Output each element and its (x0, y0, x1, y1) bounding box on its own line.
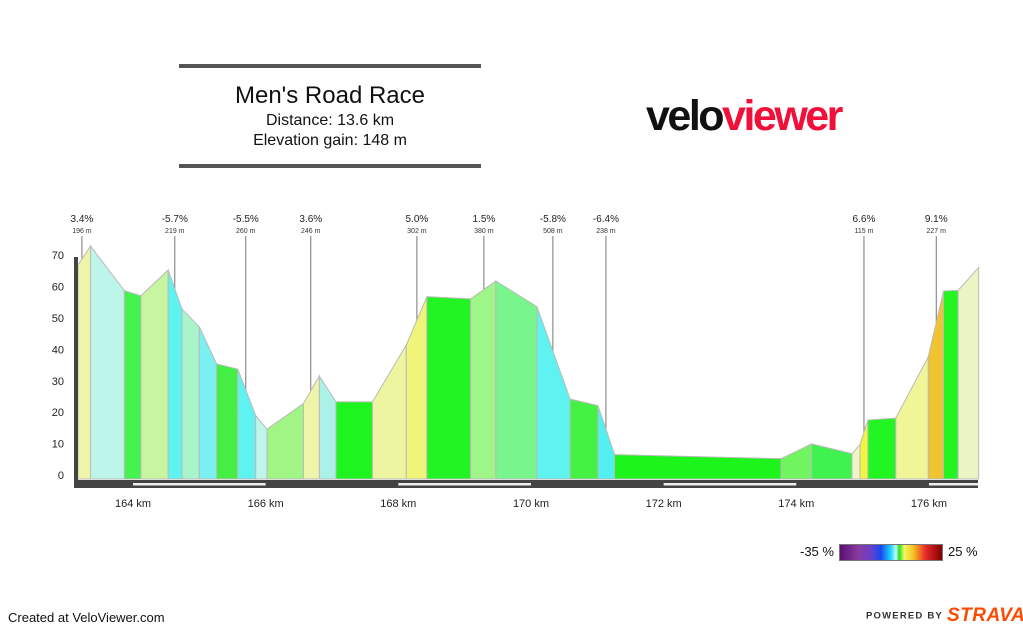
profile-segment (780, 443, 813, 480)
profile-segment (470, 279, 497, 480)
x-tick-label: 166 km (248, 498, 284, 510)
profile-segment (255, 414, 268, 480)
profile-segment (371, 343, 407, 480)
elevation-gain-text: Elevation gain: 148 m (253, 132, 407, 149)
legend-gradient-bar (838, 544, 943, 562)
profile-segment (614, 454, 782, 480)
x-tick-label: 172 km (646, 498, 682, 510)
y-axis-bar (74, 257, 78, 488)
title-rule-top (179, 64, 481, 68)
profile-segment (167, 269, 183, 480)
annotation-gradient: -5.7% (162, 214, 188, 225)
x-axis-km-stripe (398, 483, 531, 486)
y-tick-label: 50 (52, 313, 64, 325)
title-box: Men's Road Race Distance: 13.6 km Elevat… (179, 64, 481, 168)
legend-max-label: 25 % (947, 544, 978, 559)
logo-viewer: viewer (722, 92, 843, 140)
profile-segment (335, 401, 373, 480)
profile-segment (426, 296, 472, 480)
profile-segment (198, 326, 218, 480)
profile-segment (318, 374, 337, 480)
profile-segment (895, 356, 929, 480)
x-tick-label: 174 km (778, 498, 814, 510)
profile-segment (867, 417, 897, 480)
profile-segment (123, 290, 142, 480)
title-rule-bottom (179, 164, 481, 168)
annotation-length: 508 m (543, 228, 563, 235)
annotation-gradient: -5.8% (540, 214, 566, 225)
annotation-gradient: 6.6% (853, 214, 876, 225)
annotation-gradient: 3.4% (71, 214, 94, 225)
profile-segment (140, 268, 169, 480)
profile-segment (405, 296, 428, 480)
profile-segment (569, 398, 599, 480)
x-tick-label: 176 km (911, 498, 947, 510)
x-tick-label: 164 km (115, 498, 151, 510)
profile-segment (302, 374, 320, 480)
powered-by-strava: POWERED BY STRAVA (866, 605, 1023, 627)
veloviewer-logo: veloviewer (646, 92, 843, 141)
annotation-length: 246 m (301, 228, 321, 235)
profile-segment (181, 307, 200, 480)
annotation-gradient: -5.5% (233, 214, 259, 225)
annotation-length: 196 m (72, 228, 92, 235)
annotation-length: 219 m (165, 228, 185, 235)
legend-min-label: -35 % (800, 544, 834, 559)
gradient-legend: -35 % 25 % (800, 544, 978, 562)
annotation-length: 260 m (236, 228, 256, 235)
x-axis-km-stripe (663, 483, 797, 486)
y-tick-label: 60 (52, 282, 64, 294)
x-tick-label: 170 km (513, 498, 549, 510)
annotation-length: 238 m (596, 228, 616, 235)
distance-text: Distance: 13.6 km (265, 112, 395, 129)
race-title: Men's Road Race (234, 82, 425, 109)
profile-segment (811, 443, 853, 480)
annotation-gradient: 9.1% (925, 214, 948, 225)
profile-segment (851, 443, 861, 480)
annotation-gradient: 1.5% (472, 214, 495, 225)
x-tick-label: 168 km (380, 498, 416, 510)
profile-segment (216, 363, 239, 480)
created-at-text: Created at VeloViewer.com (8, 610, 165, 625)
x-axis-km-stripe (133, 483, 266, 486)
y-tick-label: 0 (58, 470, 64, 482)
annotation-length: 227 m (927, 228, 947, 235)
profile-segment (266, 402, 304, 480)
annotation-length: 380 m (474, 228, 494, 235)
profile-segment (957, 266, 980, 480)
y-tick-label: 20 (52, 407, 64, 419)
profile-segment (90, 244, 125, 480)
profile-segment (237, 369, 257, 480)
y-tick-label: 70 (52, 250, 64, 262)
profile-segment (495, 280, 538, 480)
annotation-gradient: 5.0% (405, 214, 428, 225)
x-axis-km-stripe (928, 483, 979, 486)
annotation-gradient: 3.6% (299, 214, 322, 225)
annotation-gradient: -6.4% (593, 214, 619, 225)
strava-logo: STRAVA (946, 605, 1023, 626)
annotation-length: 302 m (407, 228, 427, 235)
profile-segment (77, 244, 92, 480)
powered-by-text: POWERED BY (866, 610, 943, 622)
y-tick-label: 30 (52, 376, 64, 388)
profile-segment (536, 306, 571, 480)
y-tick-label: 40 (52, 344, 64, 356)
profile-segment (943, 289, 959, 480)
annotation-length: 115 m (854, 228, 873, 235)
logo-velo: velo (646, 92, 725, 140)
y-tick-label: 10 (52, 439, 64, 451)
